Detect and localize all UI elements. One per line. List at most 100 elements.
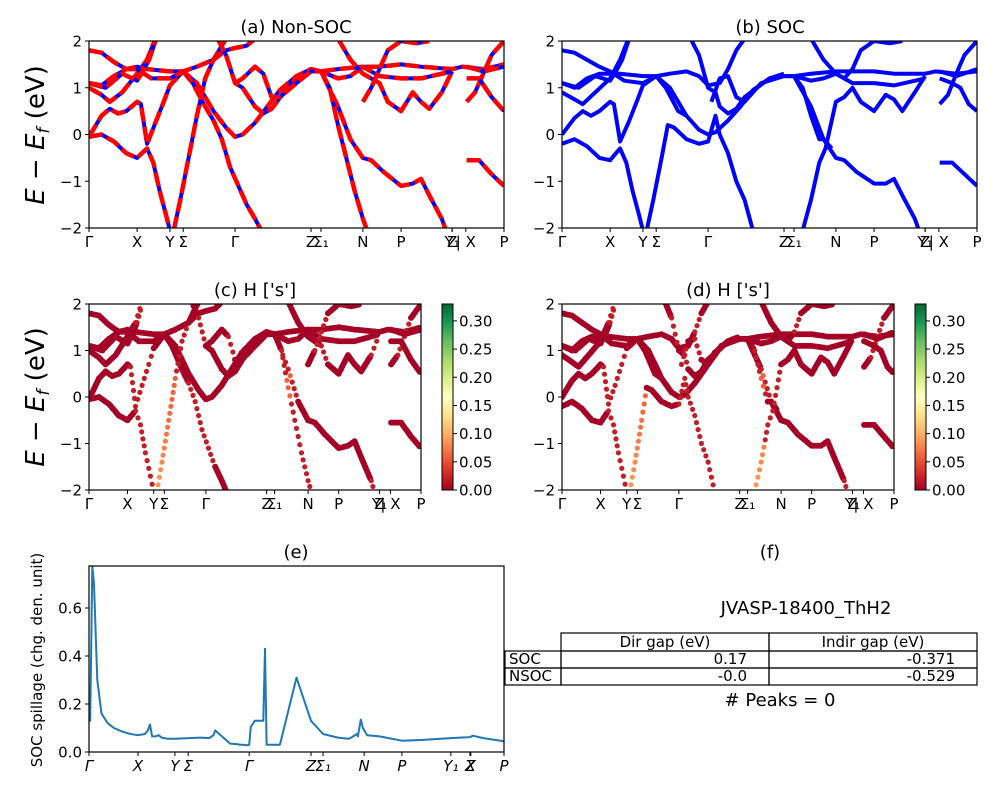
band-point bbox=[166, 417, 172, 423]
band-point bbox=[179, 338, 185, 344]
plot-area bbox=[562, 41, 977, 228]
band-line-dashed bbox=[89, 48, 185, 81]
band-point bbox=[281, 362, 287, 368]
band-point bbox=[679, 388, 685, 394]
band-point bbox=[355, 304, 362, 308]
band-point bbox=[628, 482, 634, 488]
band-point bbox=[305, 478, 311, 484]
band-point bbox=[141, 443, 147, 449]
x-tick-label: | X bbox=[853, 495, 873, 513]
band-line-dashed bbox=[89, 41, 158, 91]
x-tick-label: Z bbox=[464, 757, 476, 775]
band-point bbox=[848, 338, 855, 345]
band-point bbox=[293, 425, 300, 431]
band-point bbox=[753, 482, 759, 488]
band-point bbox=[289, 379, 295, 385]
band-point bbox=[280, 355, 286, 361]
band-point bbox=[773, 392, 779, 398]
band-point bbox=[303, 471, 310, 477]
band-point bbox=[203, 439, 209, 445]
band-point bbox=[763, 391, 769, 397]
band-point bbox=[300, 457, 306, 463]
x-tick-label: N bbox=[303, 495, 314, 513]
band-point bbox=[614, 443, 620, 449]
band-point bbox=[406, 321, 412, 327]
band-point bbox=[167, 410, 173, 416]
band-point bbox=[703, 453, 709, 459]
band-point bbox=[307, 483, 313, 490]
band-point bbox=[298, 450, 305, 456]
panel-c-ylabel: E − Ef (eV) bbox=[21, 327, 54, 467]
band-point bbox=[137, 307, 144, 313]
band-point bbox=[692, 329, 698, 335]
x-tick-label: Γ bbox=[231, 233, 240, 251]
band-point bbox=[610, 307, 617, 313]
y-tick-label: 0.2 bbox=[58, 696, 82, 714]
band-point bbox=[605, 408, 612, 414]
band-point bbox=[141, 375, 147, 381]
band-point bbox=[617, 458, 623, 464]
band-point bbox=[693, 420, 700, 426]
band-point bbox=[762, 379, 768, 385]
band-line-dashed bbox=[89, 41, 256, 88]
colorbar-tick-label: 0.00 bbox=[459, 482, 492, 500]
panel-d-title: (d) H ['s'] bbox=[686, 280, 770, 301]
band-point bbox=[877, 327, 883, 333]
x-tick-label: Γ bbox=[558, 233, 567, 251]
band-point bbox=[770, 408, 776, 414]
x-tick-label: N bbox=[359, 757, 370, 775]
band-point bbox=[775, 377, 782, 383]
x-tick-label: P bbox=[889, 495, 898, 513]
band-point bbox=[161, 445, 167, 451]
band-point bbox=[181, 332, 187, 338]
band-point bbox=[302, 464, 308, 470]
band-point bbox=[843, 483, 849, 490]
colorbar-tick-label: 0.15 bbox=[459, 397, 492, 415]
plot-area bbox=[89, 304, 421, 490]
band-point bbox=[374, 331, 380, 338]
band-point bbox=[889, 369, 894, 375]
y-tick-label: −2 bbox=[60, 220, 82, 238]
x-tick-label: Γ bbox=[85, 495, 94, 513]
band-line-dashed bbox=[319, 70, 369, 228]
panel-a-ylabel: E − Ef (eV) bbox=[21, 65, 54, 205]
y-tick-label: −1 bbox=[533, 435, 555, 453]
band-line-dashed bbox=[89, 132, 172, 228]
x-tick-label: Z bbox=[305, 757, 317, 775]
band-point bbox=[170, 389, 176, 395]
band-point bbox=[619, 361, 625, 367]
band-point bbox=[607, 320, 613, 326]
band-line bbox=[654, 74, 688, 118]
x-tick-label: Γ bbox=[202, 495, 211, 513]
band-point bbox=[293, 392, 299, 398]
x-tick-label: Y₁ bbox=[917, 233, 933, 251]
band-point bbox=[416, 368, 421, 375]
band-point bbox=[137, 389, 143, 395]
band-point bbox=[205, 445, 212, 451]
band-point bbox=[196, 315, 202, 321]
band-point bbox=[139, 429, 145, 435]
band-point bbox=[771, 400, 777, 406]
band-line-dashed bbox=[171, 41, 228, 228]
band-point bbox=[199, 427, 205, 433]
band-point bbox=[638, 424, 644, 430]
band-point bbox=[610, 422, 617, 428]
band-point bbox=[222, 487, 229, 490]
colorbar: 0.00 0.05 0.10 0.15 0.20 0.25 0.30 bbox=[914, 303, 965, 500]
band-line-dashed bbox=[320, 64, 453, 81]
band-point bbox=[144, 458, 150, 464]
x-tick-label: Γ bbox=[85, 233, 94, 251]
x-tick-label: Σ bbox=[160, 495, 169, 513]
x-tick-label: Σ₁ bbox=[267, 495, 283, 513]
y-tick-label: 0 bbox=[72, 126, 82, 144]
band-point bbox=[641, 401, 647, 407]
band-point bbox=[128, 372, 135, 378]
x-tick-label: P bbox=[334, 495, 343, 513]
band-point bbox=[297, 442, 303, 448]
band-point bbox=[656, 373, 663, 380]
band-point bbox=[139, 382, 145, 388]
band-point bbox=[620, 473, 627, 479]
band-point bbox=[197, 420, 203, 426]
y-tick-label: 0.0 bbox=[58, 744, 82, 762]
colorbar-tick-label: 0.00 bbox=[932, 482, 965, 500]
